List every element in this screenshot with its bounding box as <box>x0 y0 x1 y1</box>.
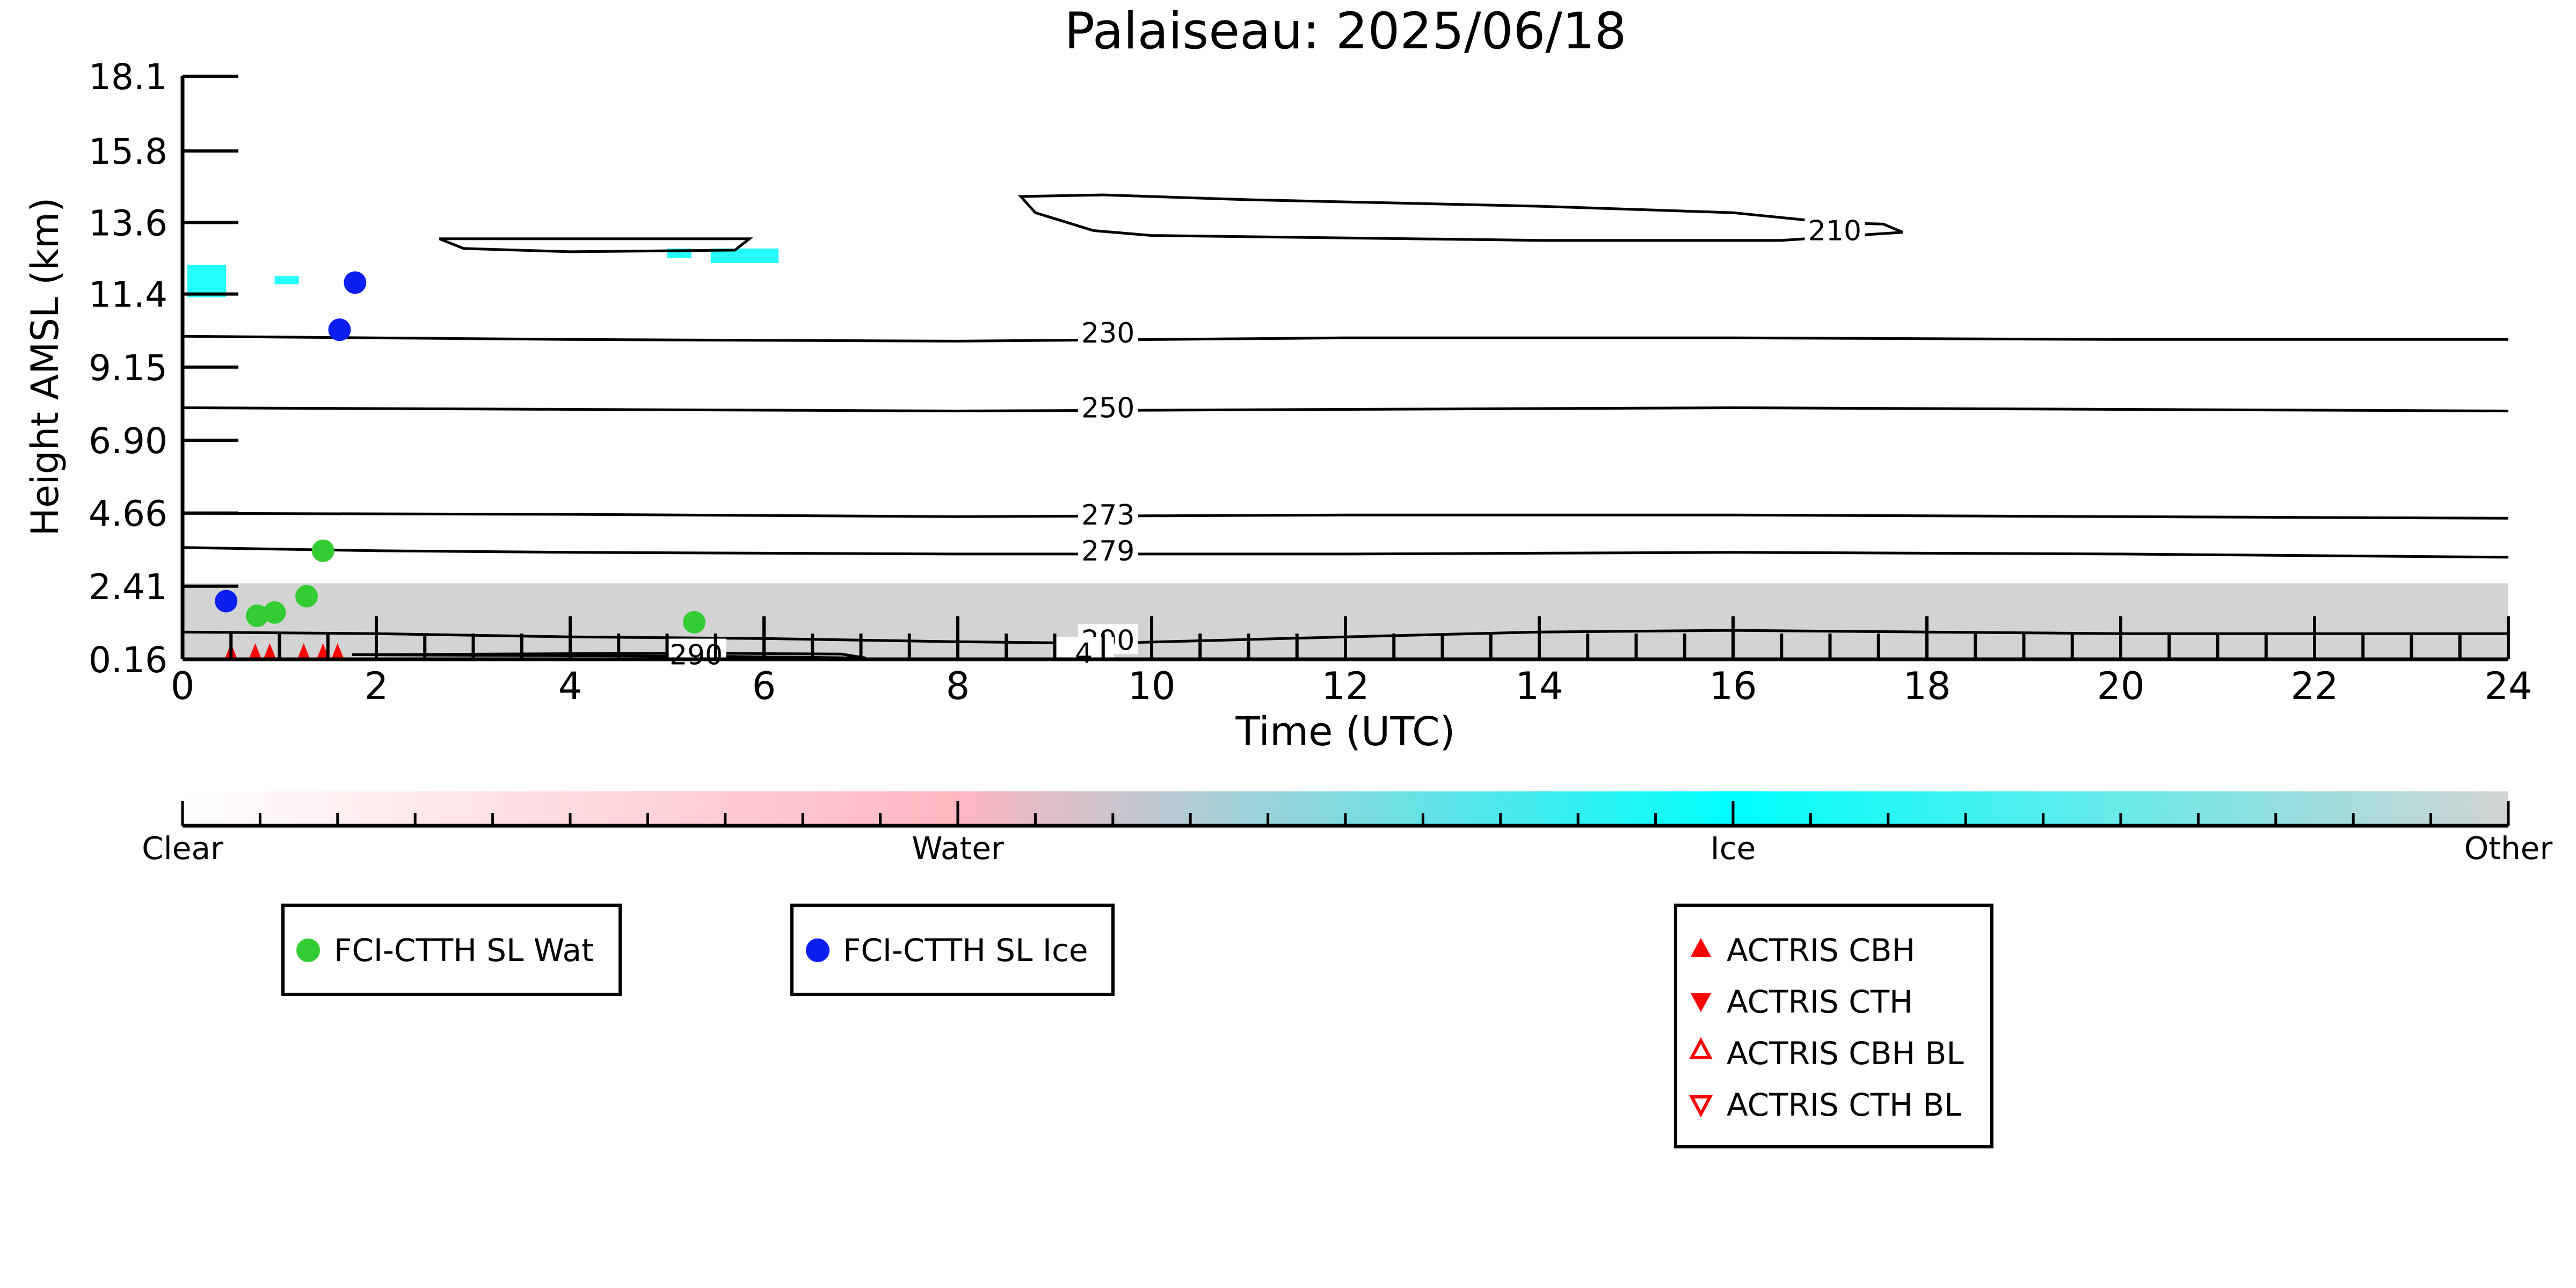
isotherm-label-bg <box>1078 391 1138 422</box>
isotherm-label-bg <box>1804 214 1865 245</box>
legend-marker-cth-bl <box>1689 1095 1713 1118</box>
legend-marker-cth <box>1691 993 1711 1012</box>
x-tick-label: 14 <box>1515 664 1563 708</box>
x-tick-label: 8 <box>946 664 970 708</box>
data-markers <box>215 271 706 659</box>
x-tick-label: 16 <box>1709 664 1757 708</box>
x-axis: 0 2 4 6 8 10 12 14 16 18 20 22 24 <box>171 616 2533 708</box>
marker-0-point <box>295 585 318 608</box>
marker-1-point <box>215 590 238 613</box>
marker-1-point <box>344 271 367 294</box>
isotherm-label-bg <box>1078 534 1138 565</box>
legend-label-cth: ACTRIS CTH <box>1727 984 1913 1020</box>
x-tick-label: 2 <box>365 664 389 708</box>
isotherm-label: 279 <box>1081 535 1134 567</box>
isotherm-label: 4 <box>1075 637 1093 670</box>
colorbar-labels: Clear Water Ice Other <box>142 830 2552 867</box>
y-tick-label: 4.66 <box>89 493 168 535</box>
x-tick-label: 12 <box>1321 664 1369 708</box>
isotherm-closed-contour <box>439 237 754 253</box>
y-tick-label: 9.15 <box>89 347 168 389</box>
legend-label-cbh: ACTRIS CBH <box>1727 932 1915 969</box>
legend-label-ice: FCI-CTTH SL Ice <box>843 932 1088 969</box>
isotherm-label: 273 <box>1081 499 1134 532</box>
x-tick-label: 20 <box>2097 664 2144 708</box>
y-tick-label: 6.90 <box>89 420 168 462</box>
legend-marker-cbh <box>1691 938 1711 957</box>
legend-marker-ice <box>806 938 829 962</box>
x-tick-label: 24 <box>2484 664 2532 708</box>
x-tick-label: 10 <box>1127 664 1175 708</box>
colorbar-label: Water <box>912 830 1004 867</box>
colorbar-label: Other <box>2464 830 2553 867</box>
chart-title: Palaiseau: 2025/06/18 <box>1064 2 1626 61</box>
marker-cbh-point <box>249 643 262 659</box>
isotherm-closed-contour <box>352 651 866 660</box>
x-axis-label: Time (UTC) <box>1235 709 1455 755</box>
x-tick-label: 18 <box>1903 664 1951 708</box>
y-tick-label: 2.41 <box>89 566 168 608</box>
colorbar-label: Clear <box>142 830 223 867</box>
colorbar-ticks <box>181 801 2510 826</box>
legend-marker-wat <box>296 938 320 962</box>
legend-wat: FCI-CTTH SL Wat <box>281 904 622 996</box>
legend-box-ice <box>790 904 1115 996</box>
isotherm-line-250 <box>182 406 2509 413</box>
isotherm-line-279 <box>182 546 2509 559</box>
marker-cbh-point <box>297 643 310 659</box>
colorbar-label: Ice <box>1711 830 1756 867</box>
y-tick-label: 13.6 <box>89 202 168 244</box>
isotherm-label: 210 <box>1808 215 1861 248</box>
legend-label-cth-bl: ACTRIS CTH BL <box>1727 1087 1961 1123</box>
isotherm-closed-contour <box>1017 193 1903 242</box>
isotherm-label-bg <box>1078 317 1138 347</box>
cloudnet-ice-patch <box>274 276 299 285</box>
marker-0-point <box>263 601 286 624</box>
legend-box-actris <box>1674 904 1993 1148</box>
isotherm-label-bg <box>1078 499 1138 529</box>
x-tick-label: 0 <box>171 664 195 708</box>
isotherm-line-273 <box>182 512 2509 520</box>
x-tick-label: 4 <box>558 664 583 708</box>
y-axis: 0.16 2.41 4.66 6.90 9.15 11.4 13.6 15.8 18.1 <box>89 56 238 681</box>
legend-actris: ACTRIS CBH ACTRIS CTH ACTRIS CBH BL ACTR… <box>1674 904 1993 1148</box>
colorbar: Clear Water Ice Other <box>142 791 2552 867</box>
marker-0-point <box>311 539 334 562</box>
legend-ice: FCI-CTTH SL Ice <box>790 904 1115 996</box>
legend-label-cbh-bl: ACTRIS CBH BL <box>1727 1035 1964 1072</box>
y-tick-label: 15.8 <box>89 131 168 172</box>
isotherm-label: 250 <box>1081 392 1134 424</box>
isotherm-label: 290 <box>670 639 723 672</box>
legend-marker-cbh-bl <box>1689 1037 1713 1059</box>
legend-box-wat <box>281 904 622 996</box>
x-tick-label: 22 <box>2290 664 2338 708</box>
marker-0-point <box>683 610 706 634</box>
marker-cbh-point <box>316 643 330 659</box>
marker-0-point <box>245 604 268 627</box>
marker-cbh-point <box>331 643 344 659</box>
y-tick-label: 0.16 <box>89 639 168 681</box>
y-tick-label: 11.4 <box>89 274 168 316</box>
x-tick-label: 6 <box>752 664 776 708</box>
y-axis-label: Height AMSL (km) <box>23 198 67 536</box>
isotherm-label: 230 <box>1081 317 1134 350</box>
isotherm-line-230 <box>182 334 2508 343</box>
cloudnet-ice-patch <box>187 265 227 297</box>
cloudnet-classification <box>183 248 2508 659</box>
marker-cbh-point <box>263 643 276 659</box>
legend-label-wat: FCI-CTTH SL Wat <box>334 932 594 969</box>
y-tick-label: 18.1 <box>89 56 168 98</box>
marker-1-point <box>328 318 351 341</box>
